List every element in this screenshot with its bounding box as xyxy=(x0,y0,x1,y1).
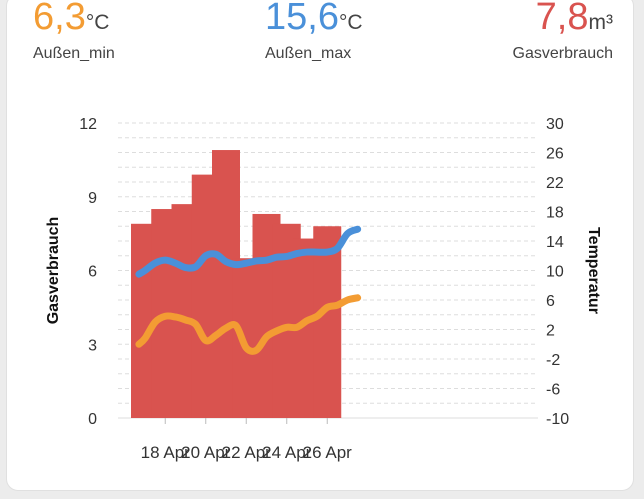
stat-outside-max[interactable]: 15,6°C Außen_max xyxy=(265,0,363,63)
right-tick-label: 30 xyxy=(546,116,564,133)
right-axis-title: Temperatur xyxy=(585,227,602,314)
stat-gas-value: 7,8 xyxy=(535,0,589,38)
x-tick-label: 24 Apr xyxy=(262,443,311,462)
right-tick-label: 10 xyxy=(546,264,564,281)
right-tick-label: -2 xyxy=(546,352,560,369)
right-tick-label: 2 xyxy=(546,323,555,340)
x-tick-label: 22 Apr xyxy=(222,443,271,462)
gas-bars xyxy=(131,150,342,418)
x-tick-label: 20 Apr xyxy=(181,443,230,462)
x-tick-label: 18 Apr xyxy=(141,443,190,462)
stat-max-value: 15,6 xyxy=(265,0,339,38)
right-tick-label: -6 xyxy=(546,382,560,399)
right-tick-label: 18 xyxy=(546,205,564,222)
left-axis-title: Gasverbrauch xyxy=(45,217,62,325)
right-tick-label: 26 xyxy=(546,146,564,163)
left-tick-label: 9 xyxy=(88,190,97,207)
stat-gas-consumption[interactable]: 7,8m³ Gasverbrauch xyxy=(513,0,614,63)
right-tick-label: 6 xyxy=(546,293,555,310)
stat-outside-min[interactable]: 6,3°C Außen_min xyxy=(33,0,115,63)
stat-min-label: Außen_min xyxy=(33,45,115,62)
right-tick-label: 22 xyxy=(546,175,564,192)
stat-min-unit: °C xyxy=(85,11,110,34)
stat-gas-unit: m³ xyxy=(588,11,614,34)
gas-bar xyxy=(313,226,342,418)
stat-gas-label: Gasverbrauch xyxy=(512,45,614,62)
temperature-lines xyxy=(135,225,362,355)
temperature-min-line xyxy=(135,294,362,355)
right-tick-label: -10 xyxy=(546,411,569,428)
left-tick-label: 3 xyxy=(88,337,97,354)
left-tick-label: 12 xyxy=(79,116,97,133)
x-tick-label: 26 Apr xyxy=(303,443,352,462)
stat-max-label: Außen_max xyxy=(265,45,352,62)
left-tick-label: 0 xyxy=(88,411,97,428)
temperature-max-line xyxy=(135,225,362,278)
stat-max-unit: °C xyxy=(338,11,363,34)
right-tick-label: 14 xyxy=(546,234,564,251)
left-tick-label: 6 xyxy=(88,264,97,281)
stat-min-value: 6,3 xyxy=(33,0,86,38)
